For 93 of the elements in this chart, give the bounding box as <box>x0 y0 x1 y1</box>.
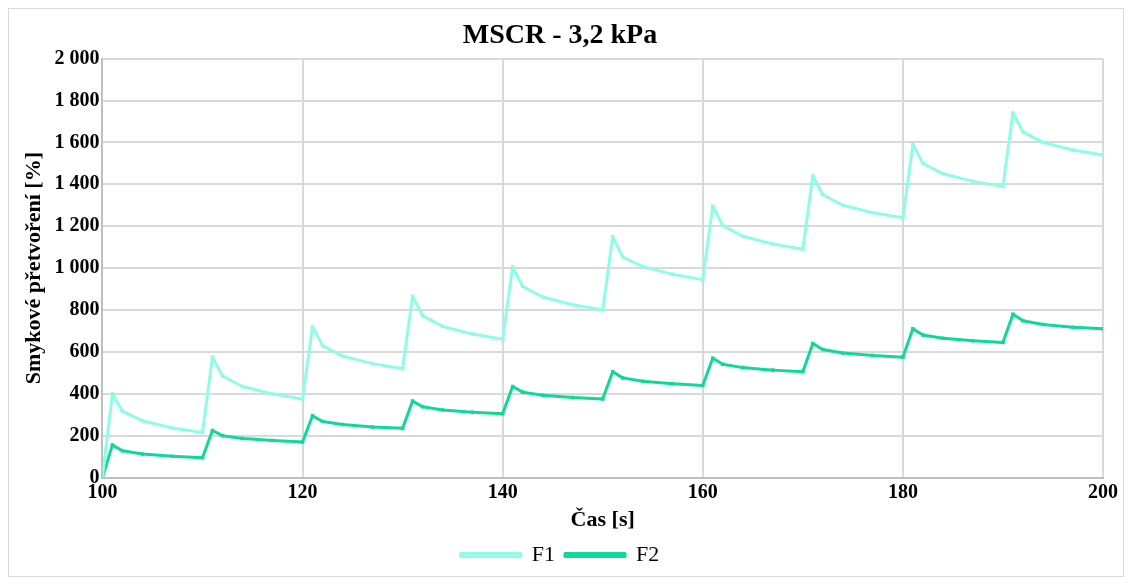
point <box>310 414 315 418</box>
point <box>220 374 225 378</box>
chart-title: MSCR - 3,2 kPa <box>462 18 658 50</box>
point <box>610 370 615 374</box>
point <box>700 383 705 388</box>
point <box>140 452 145 456</box>
point <box>510 265 515 269</box>
point <box>811 174 815 178</box>
point <box>470 332 475 336</box>
x-tick-label: 180 <box>887 479 918 502</box>
point <box>871 353 875 358</box>
point <box>620 255 625 259</box>
point <box>540 295 545 299</box>
y-tick-label: 200 <box>69 422 100 445</box>
point <box>170 454 175 458</box>
point <box>741 234 745 239</box>
point <box>300 397 305 401</box>
point <box>420 405 425 409</box>
point <box>520 390 525 394</box>
point <box>741 365 745 370</box>
point <box>170 426 175 430</box>
point <box>711 204 715 209</box>
point <box>620 376 625 380</box>
point <box>1001 340 1005 345</box>
point <box>410 399 415 403</box>
point <box>540 393 545 398</box>
point <box>841 203 845 208</box>
point <box>670 381 675 386</box>
point <box>570 303 575 307</box>
point <box>300 440 305 444</box>
y-tick-label: 1 400 <box>54 171 100 194</box>
point <box>700 277 705 282</box>
y-tick-label: 1 000 <box>54 255 100 278</box>
y-tick-label: 400 <box>69 380 100 403</box>
point <box>110 443 115 447</box>
point <box>721 223 725 228</box>
point <box>1011 312 1015 316</box>
point <box>1041 322 1045 327</box>
x-tick-label: 140 <box>487 479 518 502</box>
point <box>600 397 605 401</box>
y-tick-label: 2 000 <box>54 45 100 68</box>
point <box>1071 148 1075 152</box>
point <box>871 211 875 215</box>
point <box>901 355 905 359</box>
legend-label: F1 <box>531 540 556 566</box>
point <box>440 408 445 412</box>
point <box>370 425 375 429</box>
point <box>901 216 905 220</box>
y-tick-label: 600 <box>69 339 100 362</box>
x-tick-label: 120 <box>287 479 318 502</box>
point <box>971 179 975 184</box>
point <box>821 347 825 352</box>
x-axis-title: Čas [s] <box>570 506 635 532</box>
point <box>120 449 125 453</box>
point <box>821 193 825 197</box>
point <box>110 392 115 396</box>
point <box>1041 140 1045 145</box>
y-tick-label: 1 600 <box>54 129 100 152</box>
point <box>270 392 275 396</box>
point <box>1001 184 1005 189</box>
y-axis-title: Smykové přetvoření [%] <box>19 152 45 385</box>
point <box>711 356 715 360</box>
y-tick-label: 1 800 <box>54 87 100 110</box>
x-tick-label: 200 <box>1088 479 1118 502</box>
point <box>210 355 215 359</box>
point <box>140 419 145 423</box>
point <box>1071 325 1075 329</box>
point <box>600 308 605 312</box>
point <box>921 161 925 166</box>
point <box>310 324 315 329</box>
point <box>921 333 925 337</box>
point <box>911 327 915 331</box>
point <box>340 354 345 358</box>
point <box>971 339 975 343</box>
point <box>841 351 845 355</box>
point <box>941 172 945 176</box>
y-tick-label: 800 <box>69 297 100 320</box>
point <box>771 368 775 372</box>
point <box>911 142 915 147</box>
point <box>1011 111 1015 115</box>
point <box>721 362 725 367</box>
legend-label: F2 <box>636 540 660 566</box>
point <box>801 247 805 252</box>
point <box>640 379 645 383</box>
point <box>470 410 475 414</box>
x-tick-label: 160 <box>687 479 718 502</box>
point <box>120 409 125 413</box>
point <box>670 272 675 277</box>
point <box>1021 318 1025 323</box>
point <box>1021 130 1025 134</box>
point <box>771 242 775 246</box>
y-tick-label: 1 200 <box>54 213 100 236</box>
point <box>801 370 805 374</box>
